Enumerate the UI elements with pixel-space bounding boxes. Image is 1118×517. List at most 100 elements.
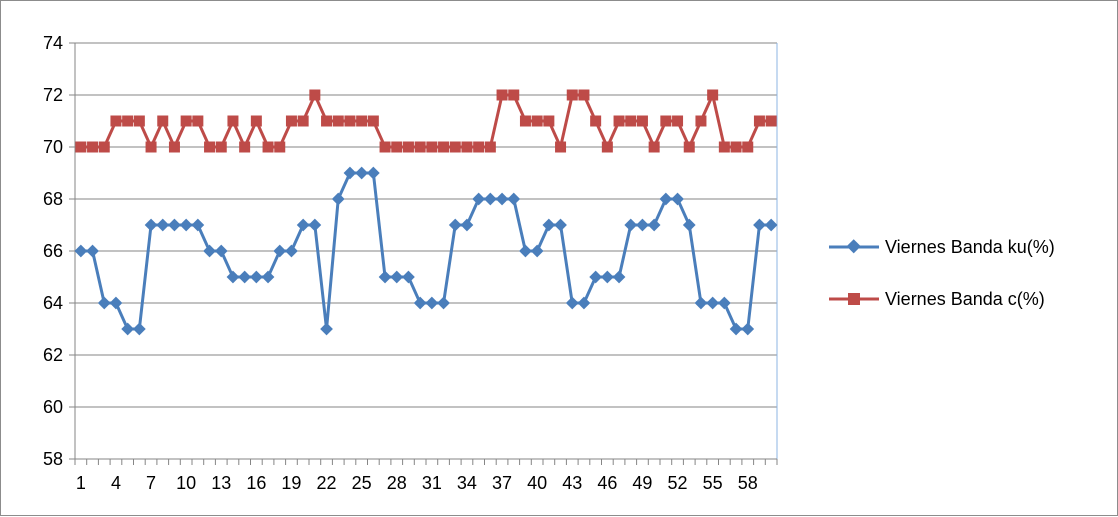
x-tick-label: 37 [492, 473, 512, 493]
data-point [285, 115, 297, 127]
data-point [402, 141, 414, 153]
data-point [273, 244, 287, 258]
data-point [706, 296, 720, 310]
data-point [262, 141, 274, 153]
data-point [449, 141, 461, 153]
data-point [378, 270, 392, 284]
data-point [344, 115, 356, 127]
x-tick-label: 4 [111, 473, 121, 493]
data-point [483, 192, 497, 206]
x-tick-label: 40 [527, 473, 547, 493]
x-tick-label: 19 [281, 473, 301, 493]
data-point [764, 218, 778, 232]
data-point [402, 270, 415, 284]
data-point [555, 141, 567, 153]
data-point [145, 141, 157, 153]
data-point [331, 192, 345, 206]
x-tick-label: 7 [146, 473, 156, 493]
y-tick-label: 68 [43, 189, 63, 209]
data-point [613, 115, 625, 127]
data-point [109, 296, 123, 310]
data-point [624, 218, 638, 232]
data-point [495, 192, 509, 206]
data-point [168, 141, 180, 153]
x-tick-label: 46 [597, 473, 617, 493]
data-point [753, 218, 766, 232]
data-point [297, 115, 309, 127]
data-point [600, 270, 614, 284]
data-point [448, 218, 462, 232]
data-point [729, 322, 743, 336]
data-point [321, 115, 333, 127]
data-point [589, 270, 603, 284]
data-point [531, 115, 543, 127]
data-point [309, 89, 321, 101]
data-point [566, 89, 578, 101]
data-point [694, 296, 708, 310]
data-point [214, 244, 228, 258]
data-point [367, 115, 379, 127]
data-point [718, 141, 730, 153]
data-point [612, 270, 626, 284]
data-point [565, 296, 579, 310]
data-point [507, 192, 521, 206]
x-tick-label: 16 [246, 473, 266, 493]
data-point [192, 115, 204, 127]
x-tick-label: 43 [562, 473, 582, 493]
x-tick-label: 55 [703, 473, 723, 493]
data-point [74, 244, 88, 258]
data-point [285, 244, 298, 258]
data-point [741, 322, 755, 336]
data-point [132, 322, 146, 336]
data-point [356, 115, 368, 127]
x-tick-label: 13 [211, 473, 231, 493]
y-tick-label: 60 [43, 397, 63, 417]
axes: 58 60 62 64 66 68 70 72 74 1 4 7 10 13 16 19 22 25 28 31 34 3… [43, 33, 778, 493]
data-point [438, 141, 450, 153]
data-point [437, 296, 450, 310]
data-point [191, 218, 205, 232]
data-point [542, 218, 556, 232]
legend-label-c: Viernes Banda c(%) [885, 289, 1045, 309]
data-point [238, 270, 252, 284]
data-point [179, 218, 193, 232]
data-point [682, 218, 696, 232]
data-point [578, 89, 590, 101]
data-point [636, 115, 648, 127]
data-point [308, 218, 322, 232]
y-tick-label: 58 [43, 449, 63, 469]
data-point [86, 244, 99, 258]
x-tick-label: 52 [668, 473, 688, 493]
x-tick-label: 58 [738, 473, 758, 493]
data-point [261, 270, 275, 284]
data-point [296, 218, 310, 232]
x-tick-label: 10 [176, 473, 196, 493]
x-tick-label: 22 [317, 473, 337, 493]
data-point [659, 192, 673, 206]
data-point [425, 296, 439, 310]
data-point [98, 141, 110, 153]
data-point [180, 115, 192, 127]
data-point [554, 218, 567, 232]
data-point [274, 141, 286, 153]
data-point [660, 115, 672, 127]
data-point [215, 141, 227, 153]
data-point [636, 218, 649, 232]
data-point [204, 141, 216, 153]
data-point [226, 270, 240, 284]
x-tick-label: 25 [352, 473, 372, 493]
data-point [695, 115, 707, 127]
legend-marker-ku [846, 239, 861, 254]
data-point [343, 166, 357, 180]
x-tick-label: 31 [422, 473, 442, 493]
y-tick-label: 72 [43, 85, 63, 105]
data-point [648, 141, 660, 153]
y-tick-label: 64 [43, 293, 63, 313]
legend-marker-c [848, 293, 860, 305]
data-point [391, 141, 403, 153]
y-tick-label: 74 [43, 33, 63, 53]
data-point [765, 115, 777, 127]
data-point [543, 115, 555, 127]
data-point [414, 141, 426, 153]
